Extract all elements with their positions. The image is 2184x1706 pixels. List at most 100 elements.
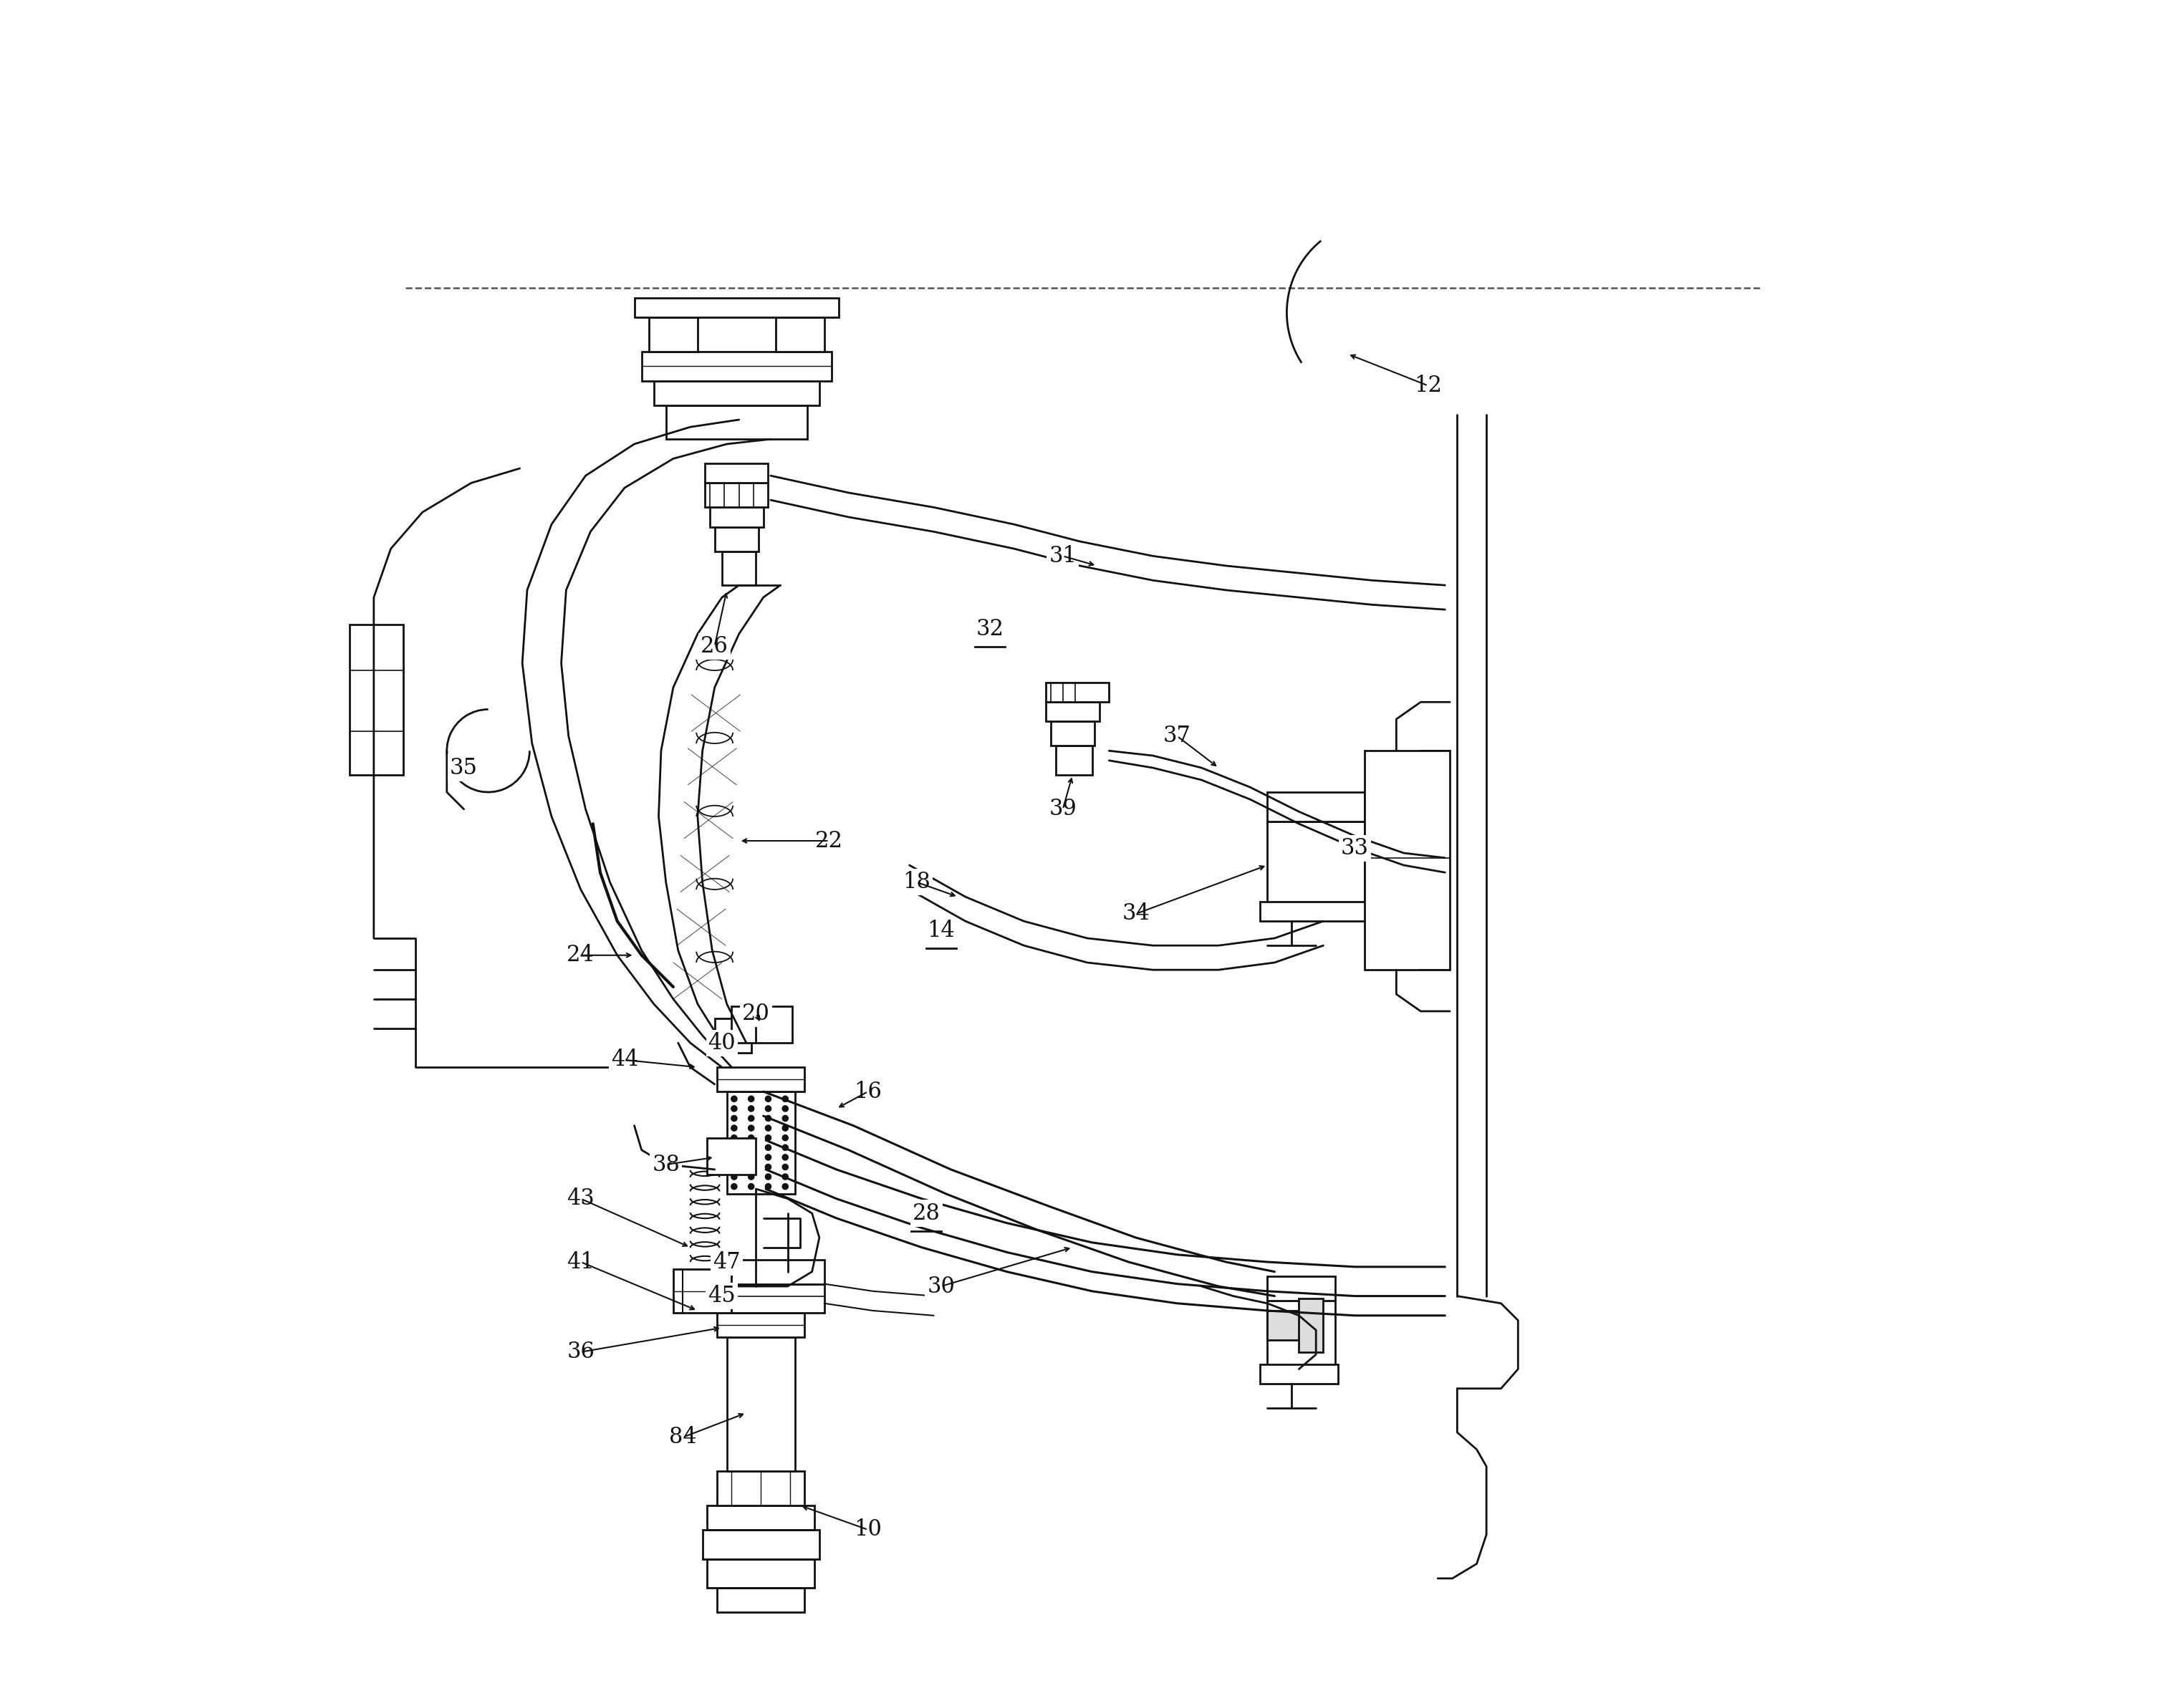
- Bar: [1046, 703, 1099, 722]
- Bar: [1267, 821, 1365, 906]
- Text: 26: 26: [701, 635, 729, 657]
- Text: 31: 31: [1048, 544, 1077, 566]
- Circle shape: [749, 1163, 753, 1170]
- Bar: [710, 507, 764, 527]
- Circle shape: [732, 1163, 736, 1170]
- Text: 44: 44: [612, 1049, 638, 1071]
- Text: 41: 41: [568, 1250, 594, 1273]
- Bar: [708, 1559, 815, 1588]
- Text: 18: 18: [902, 872, 930, 894]
- Circle shape: [749, 1134, 753, 1141]
- Text: 28: 28: [913, 1203, 941, 1225]
- Bar: [705, 464, 769, 483]
- Text: 22: 22: [815, 829, 843, 851]
- Text: 35: 35: [450, 757, 478, 780]
- Bar: [1365, 751, 1450, 969]
- Text: 43: 43: [568, 1187, 594, 1210]
- Bar: [705, 483, 769, 507]
- Bar: [1260, 902, 1367, 921]
- Circle shape: [782, 1105, 788, 1112]
- Circle shape: [749, 1095, 753, 1102]
- Bar: [708, 1505, 815, 1530]
- Circle shape: [764, 1184, 771, 1189]
- Circle shape: [732, 1184, 736, 1189]
- Text: 38: 38: [653, 1153, 679, 1175]
- Text: 10: 10: [854, 1518, 882, 1541]
- Text: 40: 40: [708, 1032, 736, 1054]
- Circle shape: [782, 1134, 788, 1141]
- Bar: [1260, 1365, 1339, 1384]
- Text: 36: 36: [568, 1341, 594, 1363]
- Bar: [349, 624, 404, 775]
- Bar: [727, 1338, 795, 1471]
- Circle shape: [764, 1126, 771, 1131]
- Bar: [1055, 746, 1092, 775]
- Circle shape: [764, 1116, 771, 1121]
- Circle shape: [782, 1184, 788, 1189]
- Text: 39: 39: [1048, 798, 1077, 821]
- Circle shape: [732, 1116, 736, 1121]
- Text: 34: 34: [1123, 902, 1149, 925]
- Circle shape: [732, 1126, 736, 1131]
- Bar: [714, 1018, 751, 1053]
- Bar: [732, 1007, 793, 1042]
- Bar: [775, 317, 823, 351]
- Circle shape: [782, 1145, 788, 1150]
- Circle shape: [749, 1155, 753, 1160]
- Bar: [1299, 1298, 1324, 1353]
- Text: 32: 32: [976, 618, 1005, 640]
- Circle shape: [764, 1163, 771, 1170]
- Circle shape: [764, 1155, 771, 1160]
- Bar: [1267, 792, 1365, 821]
- Bar: [1267, 1310, 1302, 1339]
- Circle shape: [749, 1116, 753, 1121]
- Circle shape: [749, 1145, 753, 1150]
- Circle shape: [782, 1126, 788, 1131]
- Circle shape: [782, 1095, 788, 1102]
- Bar: [666, 404, 808, 438]
- Bar: [653, 380, 819, 404]
- Bar: [716, 1471, 804, 1505]
- Text: 45: 45: [708, 1285, 736, 1307]
- Bar: [1267, 1302, 1334, 1370]
- Text: 14: 14: [928, 920, 954, 942]
- Bar: [1046, 682, 1109, 703]
- Circle shape: [782, 1116, 788, 1121]
- Bar: [723, 551, 756, 585]
- Circle shape: [732, 1174, 736, 1179]
- Bar: [642, 351, 832, 380]
- Bar: [703, 1530, 819, 1559]
- Text: 16: 16: [854, 1080, 882, 1102]
- Bar: [1051, 722, 1094, 746]
- Bar: [649, 317, 697, 351]
- Circle shape: [764, 1095, 771, 1102]
- Bar: [716, 1588, 804, 1612]
- Bar: [727, 1092, 795, 1194]
- Circle shape: [764, 1145, 771, 1150]
- Text: 24: 24: [568, 943, 594, 966]
- Circle shape: [749, 1174, 753, 1179]
- Circle shape: [782, 1155, 788, 1160]
- Circle shape: [732, 1145, 736, 1150]
- Circle shape: [732, 1155, 736, 1160]
- Circle shape: [749, 1126, 753, 1131]
- Text: 20: 20: [743, 1003, 771, 1025]
- Bar: [1267, 1276, 1334, 1302]
- Bar: [714, 527, 758, 551]
- Bar: [732, 1285, 823, 1314]
- Bar: [708, 1138, 756, 1174]
- Circle shape: [764, 1174, 771, 1179]
- Circle shape: [732, 1134, 736, 1141]
- Bar: [633, 299, 839, 317]
- Circle shape: [782, 1163, 788, 1170]
- Text: 30: 30: [928, 1274, 954, 1297]
- Text: 84: 84: [668, 1426, 697, 1448]
- Circle shape: [764, 1105, 771, 1112]
- Text: 12: 12: [1413, 375, 1441, 397]
- Circle shape: [732, 1095, 736, 1102]
- Text: 47: 47: [712, 1250, 740, 1273]
- Text: 37: 37: [1164, 725, 1190, 747]
- Circle shape: [749, 1184, 753, 1189]
- Circle shape: [764, 1134, 771, 1141]
- Bar: [716, 1314, 804, 1338]
